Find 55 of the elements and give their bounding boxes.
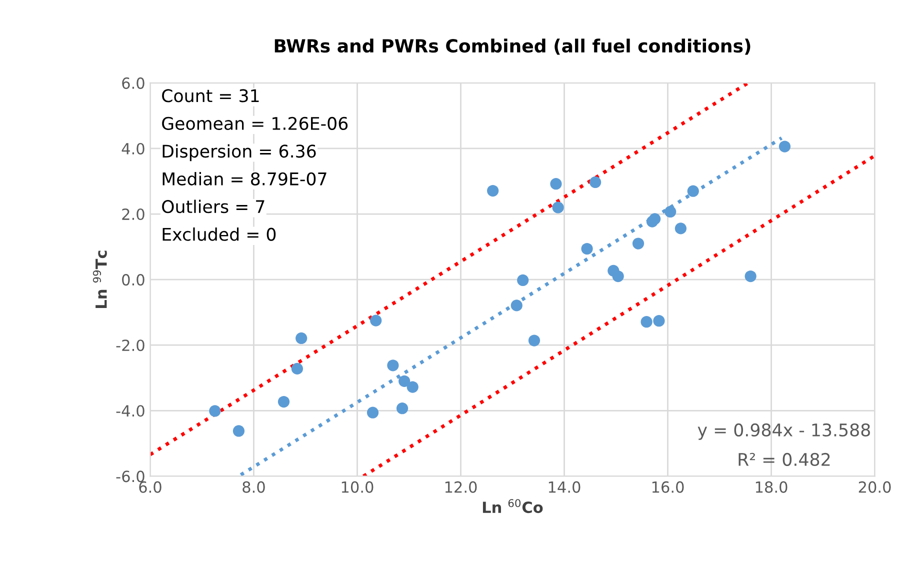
- point: [291, 362, 304, 375]
- point: [296, 332, 308, 344]
- x-tick-label: 10.0: [342, 481, 374, 493]
- chart-title: BWRs and PWRs Combined (all fuel conditions): [274, 38, 750, 55]
- point: [209, 405, 221, 417]
- point: [581, 242, 593, 255]
- point: [687, 185, 699, 197]
- y-tick-label: -4.0: [116, 405, 144, 417]
- y-tick-label: 4.0: [122, 142, 144, 154]
- point: [612, 270, 624, 282]
- y-tick-label: 0.0: [122, 274, 144, 286]
- x-tick-label: 20.0: [858, 481, 891, 493]
- point: [664, 206, 676, 218]
- point: [370, 314, 382, 326]
- annotation: Outliers = 7: [162, 200, 264, 214]
- annotation: y = 0.984x - 13.588: [698, 423, 870, 440]
- point: [674, 222, 687, 234]
- point: [552, 202, 564, 214]
- x-tick-label: 6.0: [139, 481, 162, 493]
- point: [278, 396, 290, 408]
- point: [487, 184, 499, 197]
- point: [550, 178, 562, 190]
- y-tick-label: -2.0: [116, 340, 144, 352]
- point: [396, 402, 408, 414]
- y-tick-label: 2.0: [122, 208, 144, 220]
- point: [528, 334, 540, 346]
- annotation: R² = 0.482: [738, 452, 830, 466]
- x-tick-label: 8.0: [242, 481, 265, 493]
- point: [632, 238, 644, 250]
- point: [232, 425, 245, 437]
- y-tick-label: 6.0: [122, 77, 144, 89]
- point: [517, 274, 529, 286]
- annotation: Dispersion = 6.36: [162, 144, 316, 162]
- y-axis-title: Ln $^{99}$Tc: [92, 250, 107, 308]
- point: [640, 316, 652, 328]
- point: [590, 176, 602, 188]
- point: [366, 406, 379, 418]
- point: [653, 315, 665, 327]
- y-tick-label: -6.0: [116, 470, 144, 482]
- x-axis-title: Ln $^{60}$Co: [482, 499, 543, 514]
- x-tick-label: 12.0: [445, 481, 477, 493]
- point: [778, 140, 791, 152]
- annotation: Median = 8.79E-07: [162, 172, 326, 186]
- annotation: Count = 31: [162, 89, 259, 102]
- x-tick-label: 18.0: [756, 481, 788, 493]
- point: [744, 270, 756, 282]
- x-tick-label: 16.0: [652, 481, 684, 493]
- point: [510, 300, 522, 312]
- point: [406, 381, 418, 393]
- point: [649, 213, 661, 225]
- annotation: Excluded = 0: [162, 227, 276, 241]
- x-tick-label: 14.0: [548, 481, 580, 493]
- annotation: Geomean = 1.26E-06: [162, 116, 348, 130]
- point: [398, 375, 410, 387]
- point: [387, 360, 399, 372]
